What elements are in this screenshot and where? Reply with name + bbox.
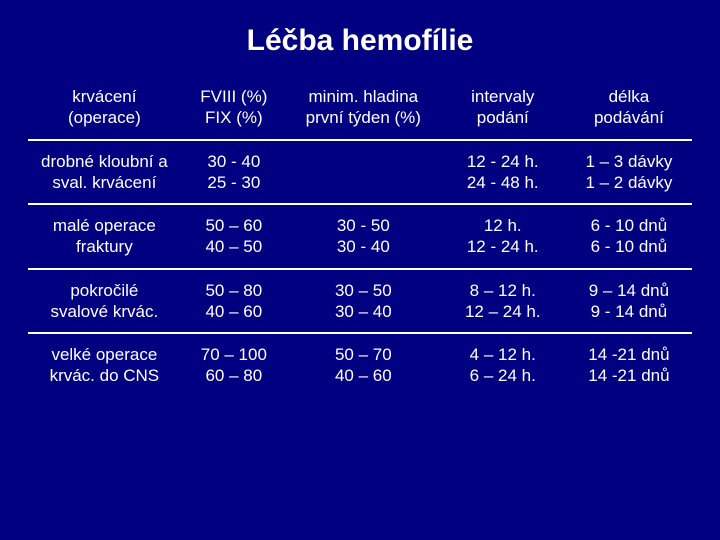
- col-header: minim. hladina první týden (%): [287, 76, 440, 140]
- slide-title: Léčba hemofílie: [28, 24, 692, 58]
- cell: 9 – 14 dnů 9 - 14 dnů: [566, 269, 692, 334]
- cell: 50 – 60 40 – 50: [181, 204, 287, 269]
- cell-text: 30 - 40: [291, 236, 436, 257]
- header-text: podání: [444, 107, 562, 128]
- cell-text: 30 - 40: [185, 151, 283, 172]
- col-header: krvácení (operace): [28, 76, 181, 140]
- cell: 8 – 12 h. 12 – 24 h.: [440, 269, 566, 334]
- cell-text: 30 – 40: [291, 301, 436, 322]
- cell-text: 14 -21 dnů: [570, 344, 688, 365]
- cell-text: 70 – 100: [185, 344, 283, 365]
- cell-text: 4 – 12 h.: [444, 344, 562, 365]
- treatment-table: krvácení (operace) FVIII (%) FIX (%) min…: [28, 76, 692, 397]
- cell: 12 - 24 h. 24 - 48 h.: [440, 140, 566, 205]
- cell: 14 -21 dnů 14 -21 dnů: [566, 333, 692, 397]
- cell-text: 1 – 2 dávky: [570, 172, 688, 193]
- cell-text: 6 - 10 dnů: [570, 215, 688, 236]
- cell-text: krvác. do CNS: [32, 365, 177, 386]
- cell-text: 24 - 48 h.: [444, 172, 562, 193]
- cell-text: 6 - 10 dnů: [570, 236, 688, 257]
- cell: 12 h. 12 - 24 h.: [440, 204, 566, 269]
- header-text: minim. hladina: [291, 86, 436, 107]
- cell-text: 50 – 80: [185, 280, 283, 301]
- header-text: podávání: [570, 107, 688, 128]
- table-row: malé operace fraktury 50 – 60 40 – 50 30…: [28, 204, 692, 269]
- cell-text: 1 – 3 dávky: [570, 151, 688, 172]
- table-row: pokročilé svalové krvác. 50 – 80 40 – 60…: [28, 269, 692, 334]
- cell-text: 12 – 24 h.: [444, 301, 562, 322]
- cell-text: pokročilé: [32, 280, 177, 301]
- col-header: FVIII (%) FIX (%): [181, 76, 287, 140]
- header-text: krvácení: [32, 86, 177, 107]
- cell: 30 - 40 25 - 30: [181, 140, 287, 205]
- table-row: velké operace krvác. do CNS 70 – 100 60 …: [28, 333, 692, 397]
- cell-text: drobné kloubní a: [32, 151, 177, 172]
- cell-text: 9 - 14 dnů: [570, 301, 688, 322]
- header-text: intervaly: [444, 86, 562, 107]
- cell: drobné kloubní a sval. krvácení: [28, 140, 181, 205]
- cell-text: 12 - 24 h.: [444, 236, 562, 257]
- header-text: délka: [570, 86, 688, 107]
- cell-text: sval. krvácení: [32, 172, 177, 193]
- cell-text: 12 h.: [444, 215, 562, 236]
- header-text: FIX (%): [185, 107, 283, 128]
- cell: [287, 140, 440, 205]
- cell-text: 25 - 30: [185, 172, 283, 193]
- cell: 50 – 80 40 – 60: [181, 269, 287, 334]
- cell-text: 50 – 60: [185, 215, 283, 236]
- cell-text: 40 – 60: [291, 365, 436, 386]
- col-header: délka podávání: [566, 76, 692, 140]
- header-text: první týden (%): [291, 107, 436, 128]
- cell: malé operace fraktury: [28, 204, 181, 269]
- cell-text: 30 – 50: [291, 280, 436, 301]
- cell: 70 – 100 60 – 80: [181, 333, 287, 397]
- cell-text: 9 – 14 dnů: [570, 280, 688, 301]
- cell: 6 - 10 dnů 6 - 10 dnů: [566, 204, 692, 269]
- cell: 30 - 50 30 - 40: [287, 204, 440, 269]
- cell-text: malé operace: [32, 215, 177, 236]
- cell: 4 – 12 h. 6 – 24 h.: [440, 333, 566, 397]
- cell-text: 14 -21 dnů: [570, 365, 688, 386]
- cell-text: 50 – 70: [291, 344, 436, 365]
- cell-text: 8 – 12 h.: [444, 280, 562, 301]
- cell-text: 40 – 50: [185, 236, 283, 257]
- cell-text: fraktury: [32, 236, 177, 257]
- table-row: drobné kloubní a sval. krvácení 30 - 40 …: [28, 140, 692, 205]
- cell-text: 6 – 24 h.: [444, 365, 562, 386]
- cell: pokročilé svalové krvác.: [28, 269, 181, 334]
- cell-text: svalové krvác.: [32, 301, 177, 322]
- cell: velké operace krvác. do CNS: [28, 333, 181, 397]
- cell: 30 – 50 30 – 40: [287, 269, 440, 334]
- header-text: FVIII (%): [185, 86, 283, 107]
- slide: Léčba hemofílie krvácení (operace) FVIII…: [0, 0, 720, 540]
- col-header: intervaly podání: [440, 76, 566, 140]
- header-text: (operace): [32, 107, 177, 128]
- cell-text: 40 – 60: [185, 301, 283, 322]
- cell: 1 – 3 dávky 1 – 2 dávky: [566, 140, 692, 205]
- cell-text: 30 - 50: [291, 215, 436, 236]
- table-header-row: krvácení (operace) FVIII (%) FIX (%) min…: [28, 76, 692, 140]
- cell-text: 12 - 24 h.: [444, 151, 562, 172]
- cell-text: 60 – 80: [185, 365, 283, 386]
- cell-text: velké operace: [32, 344, 177, 365]
- cell: 50 – 70 40 – 60: [287, 333, 440, 397]
